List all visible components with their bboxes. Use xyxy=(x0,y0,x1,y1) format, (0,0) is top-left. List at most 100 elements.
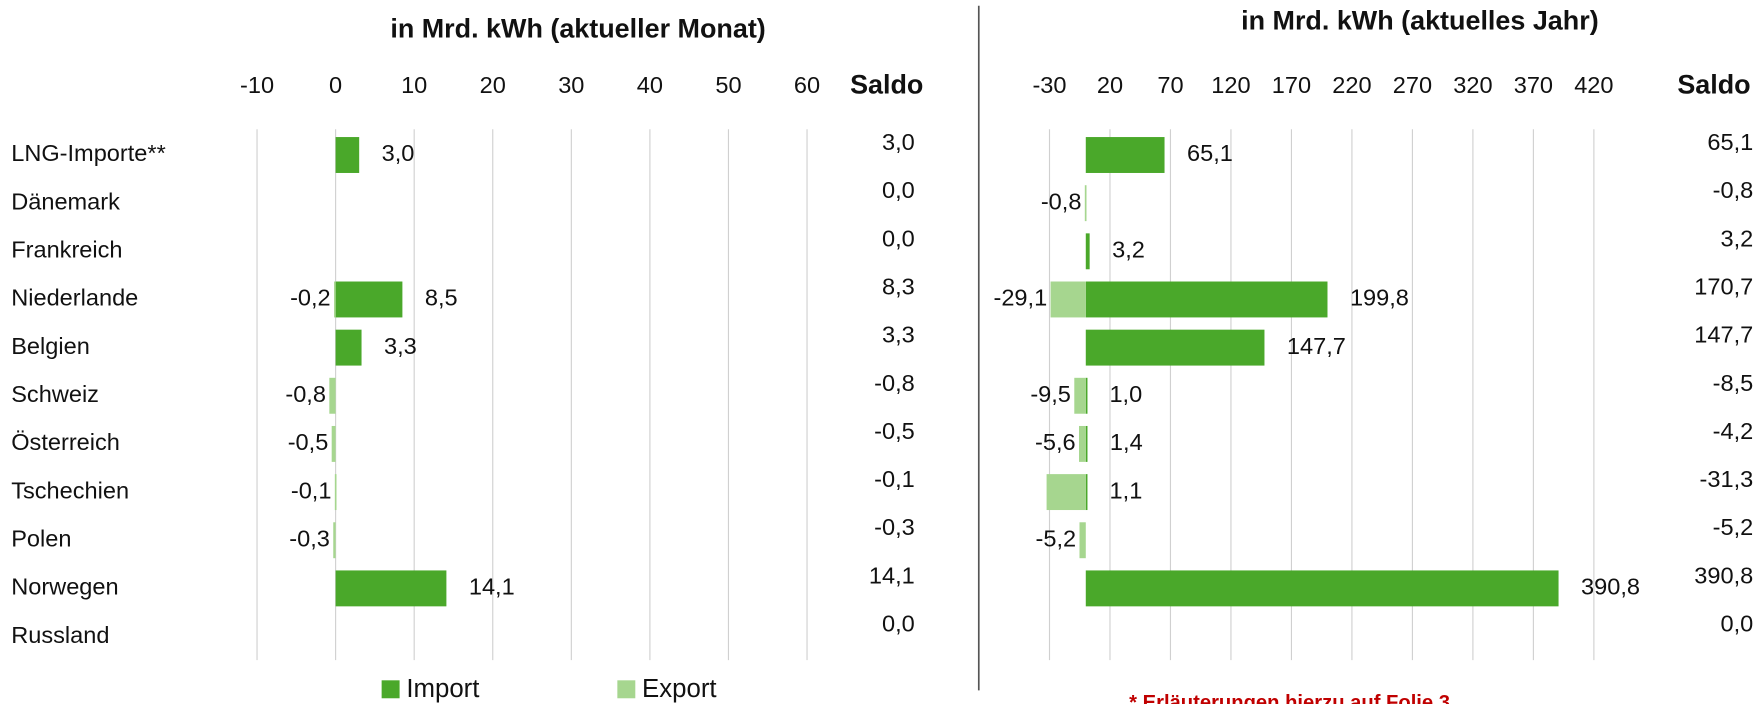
chart-title: in Mrd. kWh (aktueller Monat) xyxy=(390,14,765,44)
bar xyxy=(333,522,336,559)
data-label: 8,5 xyxy=(425,285,458,311)
bar xyxy=(1050,281,1086,318)
bar xyxy=(1085,474,1088,511)
x-tick-label: -10 xyxy=(240,72,274,98)
data-label: 3,0 xyxy=(382,140,415,166)
data-label: -0,8 xyxy=(285,381,326,407)
saldo-value: 0,0 xyxy=(882,177,915,203)
legend-swatch xyxy=(617,680,636,699)
data-label: -9,5 xyxy=(1030,381,1071,407)
data-label: 199,8 xyxy=(1350,285,1409,311)
category-label: Russland xyxy=(11,622,109,648)
data-label: 1,0 xyxy=(1109,381,1142,407)
saldo-value: 0,0 xyxy=(882,225,915,251)
bar xyxy=(1046,474,1086,511)
data-label: 3,2 xyxy=(1112,237,1145,263)
x-tick-label: 0 xyxy=(329,72,342,98)
bar xyxy=(334,474,337,511)
category-label: Frankreich xyxy=(11,237,122,263)
saldo-value: -0,3 xyxy=(874,514,915,540)
x-tick-label: 60 xyxy=(794,72,820,98)
chart-title: in Mrd. kWh (aktuelles Jahr) xyxy=(1241,6,1599,36)
x-tick-label: 220 xyxy=(1332,72,1371,98)
bar xyxy=(335,281,403,318)
bar xyxy=(1085,233,1090,270)
bar xyxy=(329,377,336,414)
bar xyxy=(1085,570,1559,607)
bar xyxy=(331,425,336,462)
saldo-value: 3,2 xyxy=(1720,225,1753,251)
saldo-value: 8,3 xyxy=(882,273,915,299)
saldo-header: Saldo xyxy=(1677,70,1750,100)
data-label: 3,3 xyxy=(384,333,417,359)
bar xyxy=(1085,425,1088,462)
saldo-header: Saldo xyxy=(850,70,923,100)
data-label: -0,3 xyxy=(289,525,330,551)
bar xyxy=(334,281,336,318)
category-label: Schweiz xyxy=(11,381,99,407)
data-label: -0,2 xyxy=(290,285,331,311)
data-label: -0,1 xyxy=(291,477,332,503)
saldo-value: -31,3 xyxy=(1700,466,1754,492)
x-tick-label: 20 xyxy=(480,72,506,98)
category-label: Belgien xyxy=(11,333,90,359)
category-label: Polen xyxy=(11,525,71,551)
category-label: Niederlande xyxy=(11,285,138,311)
x-tick-label: 20 xyxy=(1097,72,1123,98)
saldo-value: -4,2 xyxy=(1713,418,1754,444)
saldo-value: -0,1 xyxy=(874,466,915,492)
x-tick-label: 270 xyxy=(1393,72,1432,98)
saldo-value: -8,5 xyxy=(1713,370,1754,396)
saldo-value: -5,2 xyxy=(1713,514,1754,540)
bar xyxy=(1079,425,1086,462)
x-tick-label: 370 xyxy=(1514,72,1553,98)
data-label: 65,1 xyxy=(1187,140,1233,166)
x-tick-label: 320 xyxy=(1453,72,1492,98)
data-label: -29,1 xyxy=(993,285,1047,311)
bar xyxy=(1079,522,1086,559)
saldo-value: 14,1 xyxy=(869,562,915,588)
bar xyxy=(335,329,362,366)
bar xyxy=(1085,281,1328,318)
bar xyxy=(335,137,360,173)
bar xyxy=(1085,377,1088,414)
saldo-value: 390,8 xyxy=(1694,562,1753,588)
category-label: Dänemark xyxy=(11,188,120,214)
category-label: Tschechien xyxy=(11,477,129,503)
saldo-value: -0,5 xyxy=(874,418,915,444)
category-label: Österreich xyxy=(11,429,120,455)
saldo-value: -0,8 xyxy=(874,370,915,396)
data-label: 1,4 xyxy=(1110,429,1143,455)
bar xyxy=(335,570,447,607)
x-tick-label: 420 xyxy=(1574,72,1613,98)
saldo-value: 0,0 xyxy=(882,611,915,637)
bar xyxy=(1085,137,1165,173)
data-label: -0,5 xyxy=(288,429,329,455)
saldo-value: -0,8 xyxy=(1713,177,1754,203)
saldo-value: 0,0 xyxy=(1720,611,1753,637)
data-label: 14,1 xyxy=(469,574,515,600)
legend-label: Export xyxy=(642,675,717,703)
category-label: Norwegen xyxy=(11,574,118,600)
data-label: -5,6 xyxy=(1035,429,1076,455)
x-tick-label: -30 xyxy=(1032,72,1066,98)
bar xyxy=(1074,377,1086,414)
x-tick-label: 50 xyxy=(715,72,741,98)
legend-label: Import xyxy=(406,675,479,703)
x-tick-label: 30 xyxy=(558,72,584,98)
x-tick-label: 120 xyxy=(1211,72,1250,98)
saldo-value: 3,3 xyxy=(882,322,915,348)
saldo-value: 65,1 xyxy=(1707,129,1753,155)
data-label: -5,2 xyxy=(1036,525,1077,551)
data-label: 1,1 xyxy=(1110,477,1143,503)
bar xyxy=(1085,329,1265,366)
data-label: 390,8 xyxy=(1581,574,1640,600)
saldo-value: 170,7 xyxy=(1694,273,1753,299)
x-tick-label: 170 xyxy=(1272,72,1311,98)
x-tick-label: 10 xyxy=(401,72,427,98)
legend-swatch xyxy=(381,680,400,699)
bar xyxy=(1084,185,1087,222)
x-tick-label: 70 xyxy=(1157,72,1183,98)
footnote: * Erläuterungen hierzu auf Folie 3 xyxy=(1129,692,1450,704)
